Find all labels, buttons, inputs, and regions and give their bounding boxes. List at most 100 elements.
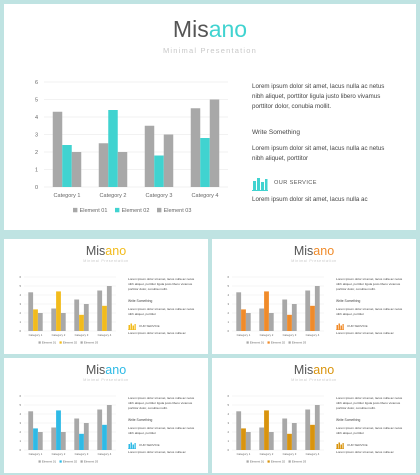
y-tick-label: 5 [35,97,38,103]
slide-title: Misano [172,16,248,42]
paragraph-body: Lorem ipsum dolor sit amet, lacus nulla … [336,307,403,316]
write-something-heading: Write Something [336,418,361,422]
y-tick-label: 1 [227,320,229,324]
legend-label: Element 02 [122,208,150,214]
icon-bar [134,443,136,449]
bar-2 [264,410,269,450]
x-tick-label: Category 4 [98,452,112,456]
y-tick-label: 2 [35,150,38,156]
icon-baseline [128,448,136,449]
bar-chart-icon [336,442,344,449]
slide-thumbnail-blue[interactable]: Misano Minimal Presentation 0 1 2 3 4 5 6 Categ… [4,358,208,473]
y-tick-label: 2 [19,311,21,315]
y-tick-label: 2 [227,430,229,434]
slide-subtitle: Minimal Presentation [83,259,129,263]
slide-title: Misano [85,363,127,377]
write-something-heading: Write Something [252,129,300,136]
legend-swatch [59,341,62,344]
icon-baseline [128,329,136,330]
bar-2 [56,410,61,450]
bar-3 [37,432,43,450]
service-label: OUR SERVICE [347,443,368,447]
bar-1 [144,125,155,187]
bar-2 [33,309,38,331]
icon-bar [130,323,132,330]
title-accent: ano [208,16,248,42]
slide-title: Misano [85,244,127,258]
paragraph-intro: Lorem ipsum dolor sit amet, lacus nulla … [336,396,403,410]
y-tick-label: 3 [227,302,229,306]
y-tick-label: 4 [227,412,229,416]
bar-1 [236,292,242,331]
icon-bar [342,443,344,449]
y-tick-label: 0 [19,329,21,333]
legend-swatch [288,341,291,344]
slide-main[interactable]: Misano Minimal Presentation 0 1 2 3 4 5 6 Categ… [4,4,416,230]
paragraph-body: Lorem ipsum dolor sit amet, lacus nulla … [252,145,385,162]
bar-3 [106,405,112,450]
icon-bar [128,325,130,330]
legend-label: Element 03 [292,460,307,464]
bar-1 [74,299,80,331]
icon-bar [128,444,130,449]
x-tick-label: Category 2 [52,452,66,456]
x-tick-label: Category 2 [260,452,274,456]
bar-1 [74,418,80,450]
legend-label: Element 03 [84,341,99,345]
bar-2 [154,155,164,187]
y-tick-label: 0 [19,448,21,452]
paragraph-body: Lorem ipsum dolor sit amet, lacus nulla … [128,307,195,316]
legend-swatch [246,460,249,463]
y-tick-label: 3 [35,132,38,138]
y-tick-label: 2 [19,430,21,434]
legend-swatch [80,460,83,463]
slide-title: Misano [293,244,335,258]
y-tick-label: 4 [19,412,21,416]
bar-2 [62,145,72,187]
bar-chart-icon [252,178,268,191]
legend-label: Element 03 [292,341,307,345]
bar-3 [83,423,89,450]
bar-3 [291,304,297,331]
x-tick-label: Category 1 [237,452,251,456]
slide-thumbnail-yellow[interactable]: Misano Minimal Presentation 0 1 2 3 4 5 6 Categ… [4,239,208,354]
x-tick-label: Category 1 [54,193,81,199]
bar-1 [305,290,311,331]
slide-subtitle: Minimal Presentation [291,378,337,382]
slide-thumbnail-gold[interactable]: Misano Minimal Presentation 0 1 2 3 4 5 6 Categ… [212,358,416,473]
slide-thumbnail-orange[interactable]: Misano Minimal Presentation 0 1 2 3 4 5 6 Categ… [212,239,416,354]
paragraph-body: Lorem ipsum dolor sit amet, lacus nulla … [336,426,403,435]
y-tick-label: 5 [19,403,21,407]
bar-2 [79,314,84,331]
x-tick-label: Category 1 [29,452,43,456]
bar-3 [245,313,251,331]
icon-baseline [336,448,344,449]
x-tick-label: Category 3 [146,193,173,199]
icon-bar [340,325,342,330]
paragraph-intro: Lorem ipsum dolor sit amet, lacus nulla … [128,396,195,410]
x-tick-label: Category 3 [283,452,297,456]
service-row: OUR SERVICE [336,322,368,330]
y-tick-label: 1 [19,320,21,324]
x-tick-label: Category 4 [306,452,320,456]
icon-bar [338,442,340,449]
x-tick-label: Category 2 [52,333,66,337]
icon-bar [130,442,132,449]
bar-1 [98,143,109,187]
legend-swatch [267,341,270,344]
slide-title: Misano [293,363,335,377]
legend-swatch [73,207,78,213]
icon-bar [265,179,268,190]
icon-bar [336,325,338,330]
y-tick-label: 4 [227,293,229,297]
bar-2 [200,138,210,187]
bar-3 [314,405,320,450]
x-tick-label: Category 1 [29,333,43,337]
icon-bar [336,444,338,449]
bar-1 [190,108,201,187]
y-tick-label: 1 [35,167,38,173]
icon-bar [132,325,134,330]
paragraph-footer: Lorem ipsum dolor sit amet, lacus nulla … [336,450,394,454]
legend-swatch [267,460,270,463]
service-label: OUR SERVICE [139,324,160,328]
